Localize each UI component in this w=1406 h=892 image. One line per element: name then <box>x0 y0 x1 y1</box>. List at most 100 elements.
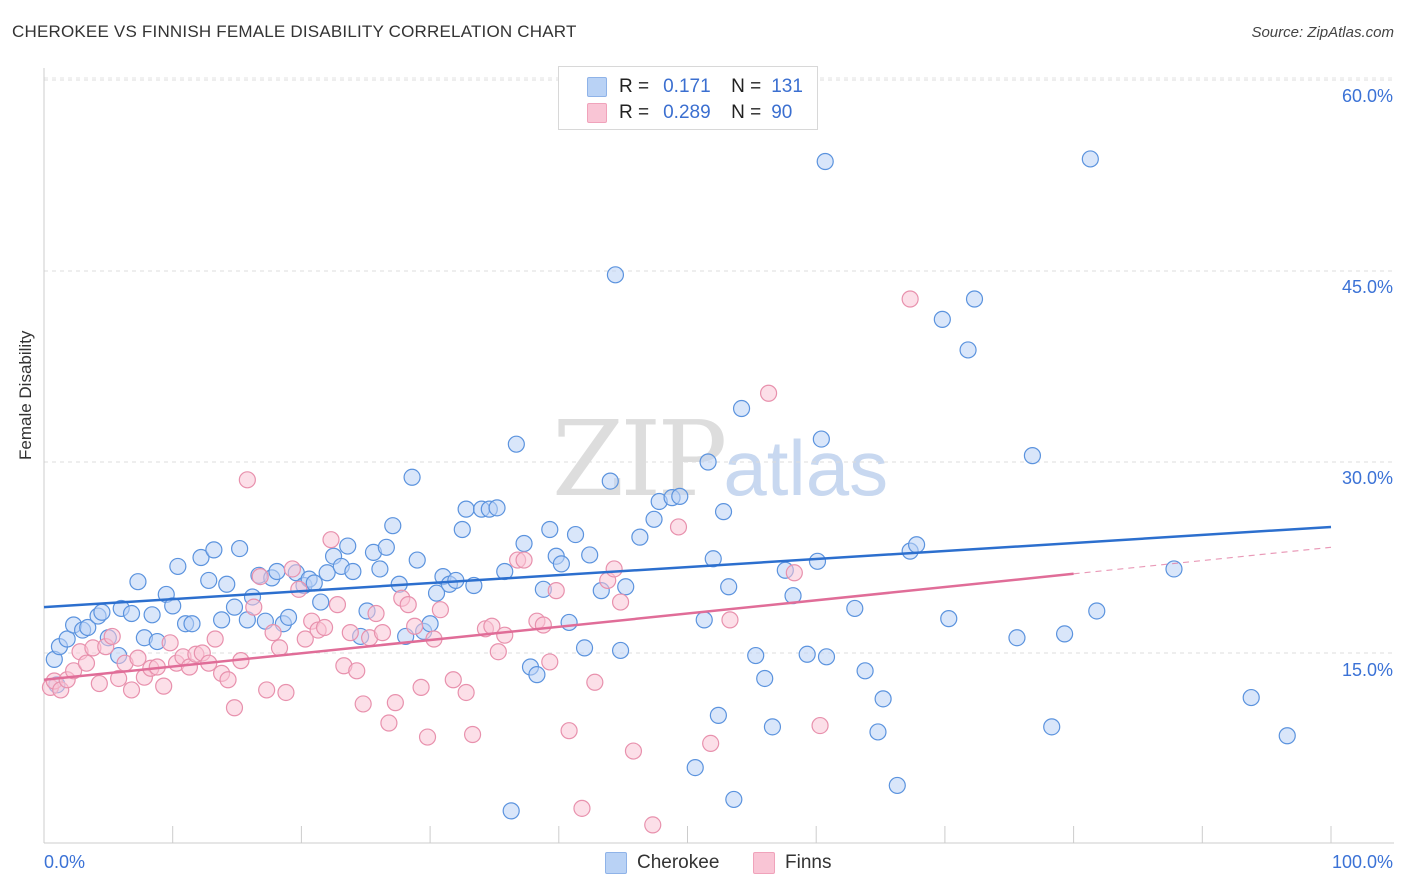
finns-point <box>341 624 359 642</box>
cherokee-point <box>611 641 630 660</box>
cherokee-point <box>93 603 111 621</box>
cherokee-point <box>169 557 187 576</box>
cherokee-point <box>874 690 892 708</box>
cherokee-point <box>183 615 201 633</box>
cherokee-point <box>965 290 984 308</box>
finns-point <box>496 626 514 644</box>
cherokee-point <box>213 611 231 629</box>
finns-point <box>560 722 578 740</box>
legend-r-label: R = <box>619 76 650 97</box>
finns-point <box>122 681 141 699</box>
finns-point <box>258 681 276 699</box>
finns-trend-line <box>43 572 1074 681</box>
finns-point <box>759 384 778 402</box>
cherokee-point <box>1043 718 1061 736</box>
cherokee-point <box>671 487 689 505</box>
cherokee-point <box>279 608 298 626</box>
legend-r-value: 0.171 <box>663 76 711 97</box>
finns-point <box>463 725 482 744</box>
y-tick-label-30: 30.0% <box>1341 468 1393 488</box>
bottom-legend-label-finns: Finns <box>785 852 832 873</box>
watermark-zip: ZIP <box>552 398 727 520</box>
cherokee-point <box>403 468 421 486</box>
cherokee-point <box>1055 625 1074 643</box>
cherokee-point <box>817 648 836 666</box>
finns-point <box>515 551 533 569</box>
source-label: Source: ZipAtlas.com <box>1251 24 1394 41</box>
bottom-legend-cherokee: Cherokee <box>605 852 719 874</box>
cherokee-point <box>371 560 389 578</box>
cherokee-point <box>339 537 357 555</box>
finns-point <box>129 649 147 667</box>
cherokee-point <box>747 646 765 665</box>
finns-point <box>547 582 565 600</box>
finns-point <box>296 630 314 648</box>
finns-point <box>206 630 224 648</box>
cherokee-point <box>695 611 713 629</box>
x-tick-label-0: 0.0% <box>44 852 86 872</box>
cherokee-point <box>808 552 827 570</box>
finns-point <box>418 728 437 746</box>
cherokee-point <box>552 555 570 573</box>
cherokee-point <box>686 758 704 777</box>
finns-point <box>110 669 128 688</box>
cherokee-point <box>709 706 727 724</box>
finns-point <box>489 643 507 661</box>
cherokee-point <box>58 630 76 648</box>
cherokee-point <box>940 610 958 628</box>
cherokee-point <box>129 573 147 591</box>
cherokee-point <box>192 548 210 567</box>
finns-point <box>624 742 643 760</box>
finns-point <box>270 639 289 657</box>
cherokee-point <box>907 536 926 554</box>
y-tick-label-15: 15.0% <box>1341 660 1393 680</box>
cherokee-point <box>541 520 559 539</box>
finns-point <box>155 677 173 695</box>
cherokee-point <box>225 598 244 616</box>
cherokee-point <box>617 578 635 596</box>
finns-point <box>644 816 662 834</box>
legend-n-label: N = <box>731 76 762 97</box>
cherokee-point <box>421 615 439 633</box>
cherokee-point <box>408 551 426 569</box>
finns-point <box>277 683 295 702</box>
legend-r-label: R = <box>619 102 650 123</box>
finns-point <box>534 616 552 634</box>
cherokee-point <box>704 550 722 568</box>
cherokee-point <box>846 599 864 618</box>
cherokee-point <box>79 618 97 637</box>
finns-point <box>431 601 449 619</box>
finns-point <box>669 518 688 536</box>
finns-point <box>573 799 591 817</box>
finns-point <box>354 695 372 713</box>
cherokee-point <box>1278 727 1296 745</box>
cherokee-point <box>560 613 578 632</box>
cherokee-point <box>1165 560 1183 578</box>
finns-point <box>541 653 559 671</box>
finns-point <box>238 471 256 489</box>
cherokee-point <box>384 517 402 535</box>
finns-point <box>264 624 282 642</box>
finns-point <box>245 598 263 616</box>
cherokee-point <box>507 435 525 453</box>
legend-row-finns: R = 0.289 N = 90 <box>559 100 792 126</box>
cherokee-point <box>218 575 236 593</box>
finns-point <box>901 290 919 308</box>
legend-r-value: 0.289 <box>663 102 711 123</box>
finns-point <box>380 714 398 732</box>
finns-point <box>785 564 803 582</box>
finns-point <box>251 567 269 586</box>
legend-swatch-cherokee <box>587 77 607 97</box>
finns-point <box>348 662 366 680</box>
finns-trend-extension <box>1073 546 1332 575</box>
legend: R = 0.171 N = 131 R = 0.289 N = 90 <box>558 66 818 130</box>
cherokee-point <box>812 430 830 448</box>
finns-point <box>77 654 96 672</box>
cherokee-point <box>606 266 625 284</box>
cherokee-point <box>1088 602 1106 620</box>
legend-row-cherokee: R = 0.171 N = 131 <box>559 74 803 100</box>
finns-point <box>103 627 121 646</box>
cherokee-point <box>502 802 520 820</box>
bottom-legend-swatch-cherokee <box>605 852 627 874</box>
